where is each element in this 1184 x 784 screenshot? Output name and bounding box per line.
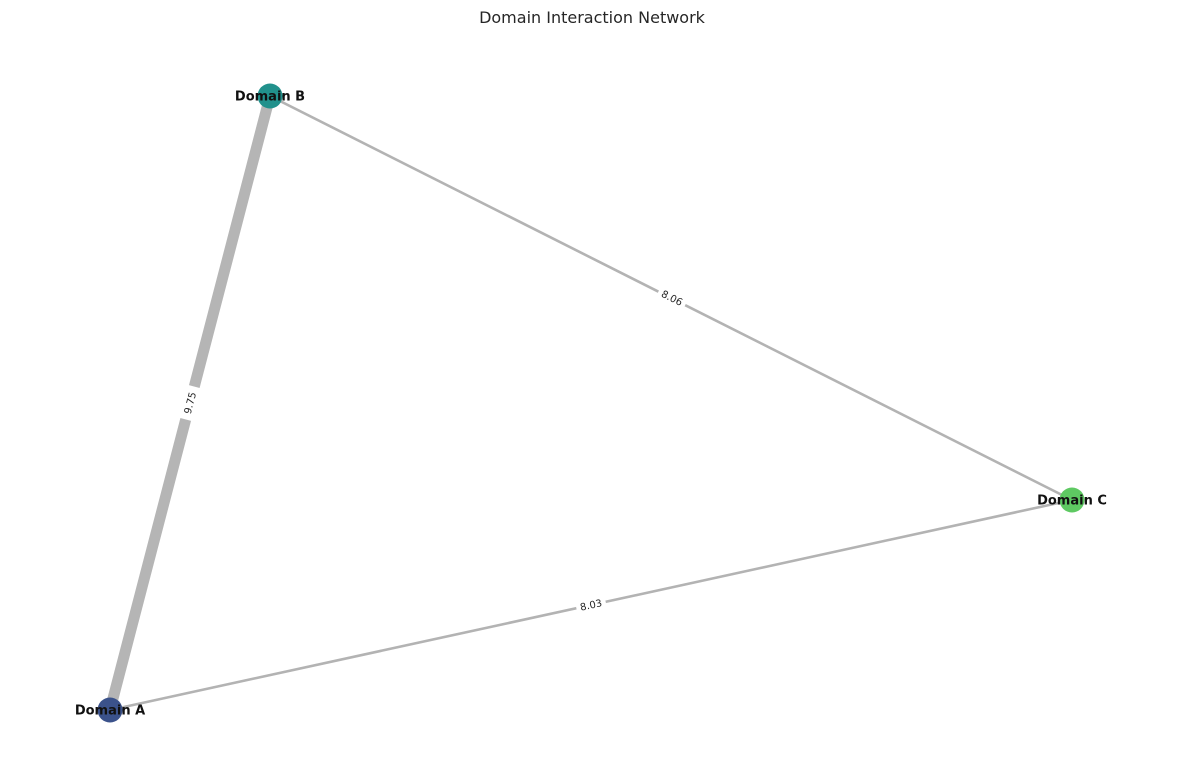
node-labels-layer: Domain A Domain B Domain C [75,90,1107,719]
edge-label-b-c: 8.06 [655,284,689,312]
edge-label-a-c: 8.03 [575,594,608,616]
edge-label-a-b: 9.75 [177,384,203,421]
edges-layer [110,96,1072,710]
node-label-domain-a: Domain A [75,704,145,719]
edge-labels-layer: 9.75 8.06 8.03 [177,284,689,616]
node-label-domain-c: Domain C [1037,494,1107,509]
node-label-domain-b: Domain B [235,90,305,105]
